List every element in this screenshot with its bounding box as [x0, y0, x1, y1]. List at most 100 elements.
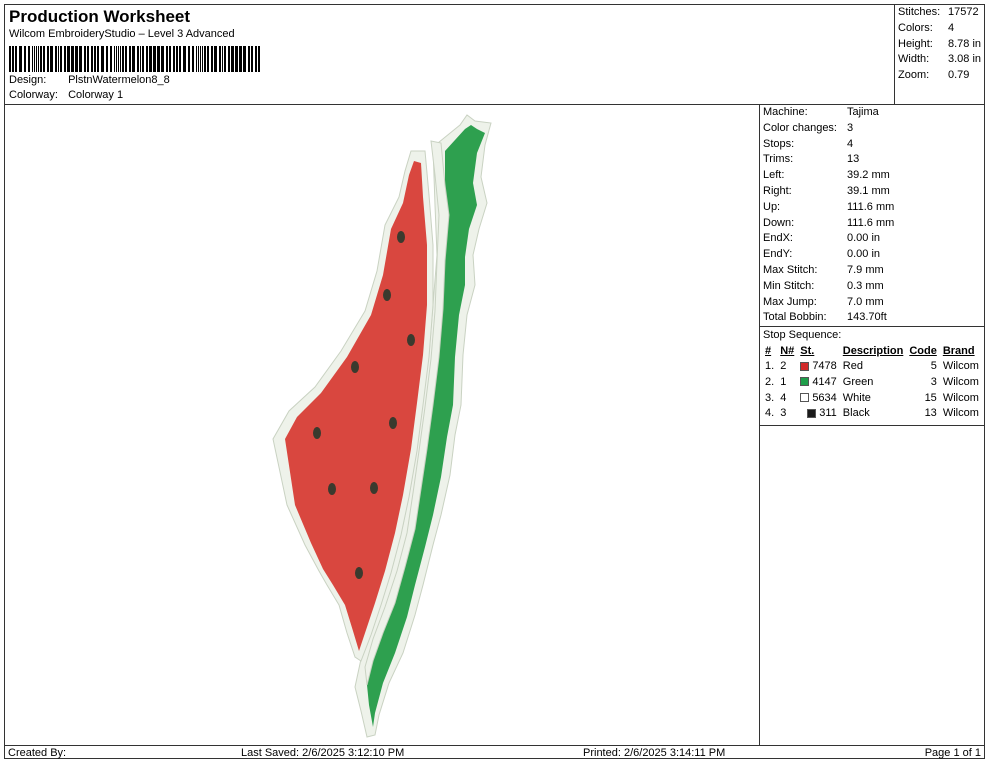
stats-panel: Stitches: 17572 Colors: 4 Height: 8.78 in W…	[895, 5, 984, 105]
flesh-red	[285, 161, 427, 651]
stop-stitches: 7478	[812, 360, 837, 373]
seed	[370, 482, 378, 494]
stat-value: 0.79	[948, 69, 970, 82]
worksheet-frame: Production Worksheet Wilcom EmbroiderySt…	[4, 4, 985, 759]
col-brand: Brand	[942, 344, 975, 357]
seed	[407, 334, 415, 346]
stop-stitches-cell: 311	[797, 406, 840, 422]
stop-sequence-divider	[760, 421, 984, 427]
stat-row: Colors: 4	[895, 21, 984, 37]
machine-info-value: 13	[847, 153, 860, 166]
machine-info-label: Total Bobbin:	[763, 311, 827, 324]
stop-num: 4.	[765, 407, 775, 420]
stop-description: Black	[842, 407, 870, 420]
stop-sequence-title: Stop Sequence:	[760, 326, 984, 343]
stop-n: 2	[780, 360, 787, 373]
machine-info-label: EndX:	[763, 232, 793, 245]
stat-value: 3.08 in	[948, 53, 982, 66]
worksheet-header: Production Worksheet Wilcom EmbroiderySt…	[5, 5, 895, 105]
col-n: N#	[780, 344, 795, 357]
stop-num: 2.	[765, 375, 775, 388]
machine-info-label: Max Jump:	[763, 295, 817, 308]
machine-info-row: Down: 111.6 mm	[760, 216, 984, 232]
machine-info-row: EndY: 0.00 in	[760, 247, 984, 263]
stop-n: 1	[780, 375, 787, 388]
machine-info-row: Total Bobbin: 143.70ft	[760, 310, 984, 326]
stop-stitches-cell: 5634	[797, 390, 840, 406]
stop-brand: Wilcom	[942, 375, 979, 388]
machine-info-label: Machine:	[763, 106, 808, 118]
stat-label: Stitches:	[898, 6, 941, 18]
created-by: Created By:	[8, 747, 67, 759]
stop-code: 3	[930, 375, 937, 388]
stop-stitches: 311	[819, 407, 837, 420]
stat-value: 17572	[948, 6, 979, 18]
stop-description: White	[842, 391, 871, 404]
machine-info-row: Right: 39.1 mm	[760, 184, 984, 200]
stat-row: Width: 3.08 in	[895, 52, 984, 68]
stop-description: Green	[842, 375, 874, 388]
machine-info-row: Color changes: 3	[760, 121, 984, 137]
stat-row: Zoom: 0.79	[895, 68, 984, 84]
stop-sequence-row: 4. 3 311 Black 13 Wilcom	[762, 406, 982, 422]
machine-info-label: Min Stitch:	[763, 279, 815, 292]
stop-stitches: 4147	[812, 375, 837, 388]
machine-info-label: Color changes:	[763, 121, 837, 134]
seeds-group	[313, 231, 415, 579]
design-value: PlstnWatermelon8_8	[68, 74, 170, 86]
seed	[351, 361, 359, 373]
stat-label: Zoom:	[898, 69, 930, 82]
stat-value: 8.78 in	[948, 37, 982, 50]
barcode-image	[9, 46, 260, 72]
col-description: Description	[842, 344, 904, 357]
embroidery-design-image	[272, 114, 492, 738]
seed	[355, 567, 363, 579]
machine-info-value: 143.70ft	[847, 311, 887, 324]
col-num: #	[765, 344, 772, 357]
stop-stitches-cell: 7478	[797, 358, 840, 374]
machine-info-label: Right:	[763, 184, 792, 197]
stop-num: 3.	[765, 391, 775, 404]
stop-num: 1.	[765, 360, 775, 373]
stop-brand: Wilcom	[942, 391, 979, 404]
design-row: Design: PlstnWatermelon8_8	[9, 74, 170, 86]
machine-info-row: Left: 39.2 mm	[760, 168, 984, 184]
stop-code: 5	[930, 360, 937, 373]
stop-brand: Wilcom	[942, 360, 979, 373]
page-title: Production Worksheet	[9, 7, 191, 26]
printed-date: Printed: 2/6/2025 3:14:11 PM	[583, 747, 726, 759]
seed	[313, 427, 321, 439]
stat-row: Height: 8.78 in	[895, 37, 984, 53]
seed	[328, 483, 336, 495]
colorway-value: Colorway 1	[68, 89, 124, 101]
machine-info-row: Trims: 13	[760, 152, 984, 168]
machine-info-value: 39.2 mm	[847, 169, 890, 182]
design-preview	[5, 105, 760, 745]
machine-info-row: Max Stitch: 7.9 mm	[760, 263, 984, 279]
design-label: Design:	[9, 74, 47, 86]
stop-brand: Wilcom	[942, 407, 979, 420]
machine-info-row: EndX: 0.00 in	[760, 231, 984, 247]
machine-info-value: 7.9 mm	[847, 263, 884, 276]
seed	[389, 417, 397, 429]
machine-info-value: 0.00 in	[847, 248, 881, 261]
colorway-row: Colorway: Colorway 1	[9, 89, 123, 101]
seed	[383, 289, 391, 301]
machine-info-row: Max Jump: 7.0 mm	[760, 295, 984, 311]
stop-sequence-header-row: # N# St. Description Code Brand	[762, 343, 982, 358]
machine-info-value: 111.6 mm	[847, 200, 895, 213]
colorway-label: Colorway:	[9, 89, 58, 101]
stat-label: Colors:	[898, 21, 933, 34]
machine-info-value: 3	[847, 121, 854, 134]
machine-panel: Machine: Tajima Color changes: 3 Stops: 4 Trim…	[760, 105, 984, 745]
stop-code: 15	[924, 391, 937, 404]
stop-code: 13	[924, 407, 937, 420]
machine-info-label: EndY:	[763, 248, 793, 261]
stop-sequence-table: # N# St. Description Code Brand 1. 2 7478…	[762, 343, 982, 421]
last-saved: Last Saved: 2/6/2025 3:12:10 PM	[241, 747, 405, 759]
stop-stitches-cell: 4147	[797, 374, 840, 390]
color-swatch	[800, 377, 810, 387]
stop-sequence-row: 2. 1 4147 Green 3 Wilcom	[762, 374, 982, 390]
machine-info-label: Down:	[763, 216, 795, 229]
stat-label: Width:	[898, 53, 930, 66]
